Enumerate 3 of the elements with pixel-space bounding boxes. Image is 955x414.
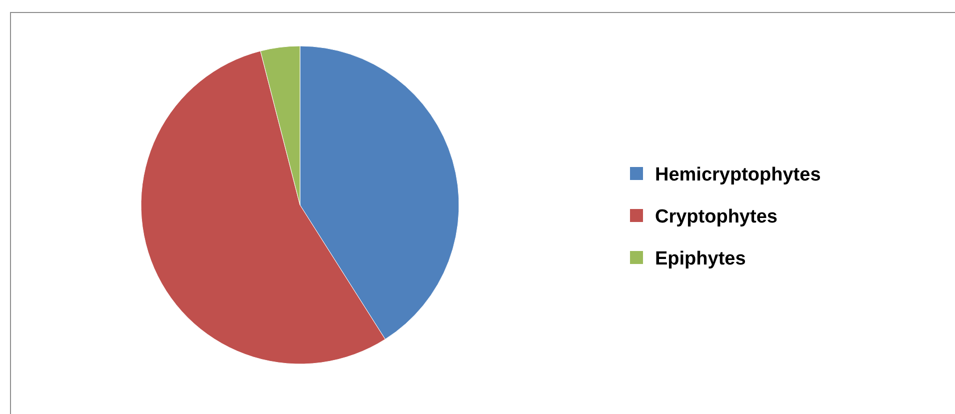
legend-label: Epiphytes [655,248,746,270]
legend-label: Hemicryptophytes [655,164,821,186]
legend-label: Cryptophytes [655,206,778,228]
